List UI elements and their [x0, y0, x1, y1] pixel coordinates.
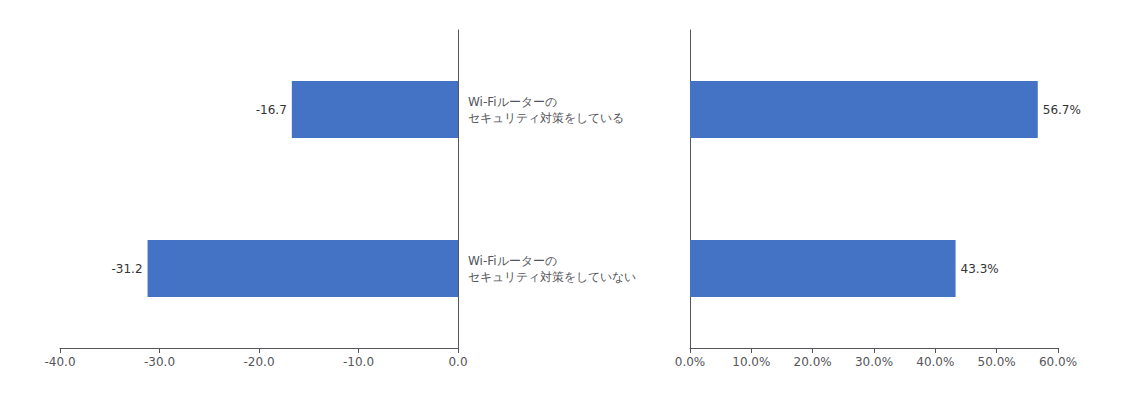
svg-text:30.0%: 30.0%	[855, 355, 893, 369]
svg-text:0.0%: 0.0%	[675, 355, 706, 369]
svg-text:-10.0: -10.0	[343, 355, 374, 369]
svg-text:10.0%: 10.0%	[732, 355, 770, 369]
svg-text:-40.0: -40.0	[44, 355, 75, 369]
svg-text:-31.2: -31.2	[111, 262, 142, 276]
svg-text:-20.0: -20.0	[243, 355, 274, 369]
svg-text:Wi-Fiルーターの: Wi-Fiルーターの	[468, 95, 557, 109]
svg-text:40.0%: 40.0%	[916, 355, 954, 369]
svg-text:0.0: 0.0	[448, 355, 467, 369]
svg-text:セキュリティ対策をしていない: セキュリティ対策をしていない	[468, 270, 636, 284]
svg-text:-16.7: -16.7	[256, 103, 287, 117]
svg-text:Wi-Fiルーターの: Wi-Fiルーターの	[468, 254, 557, 268]
svg-text:43.3%: 43.3%	[961, 262, 999, 276]
svg-text:50.0%: 50.0%	[978, 355, 1016, 369]
svg-text:-30.0: -30.0	[144, 355, 175, 369]
svg-text:セキュリティ対策をしている: セキュリティ対策をしている	[468, 111, 624, 125]
svg-text:60.0%: 60.0%	[1039, 355, 1077, 369]
svg-text:20.0%: 20.0%	[794, 355, 832, 369]
svg-text:56.7%: 56.7%	[1043, 103, 1081, 117]
